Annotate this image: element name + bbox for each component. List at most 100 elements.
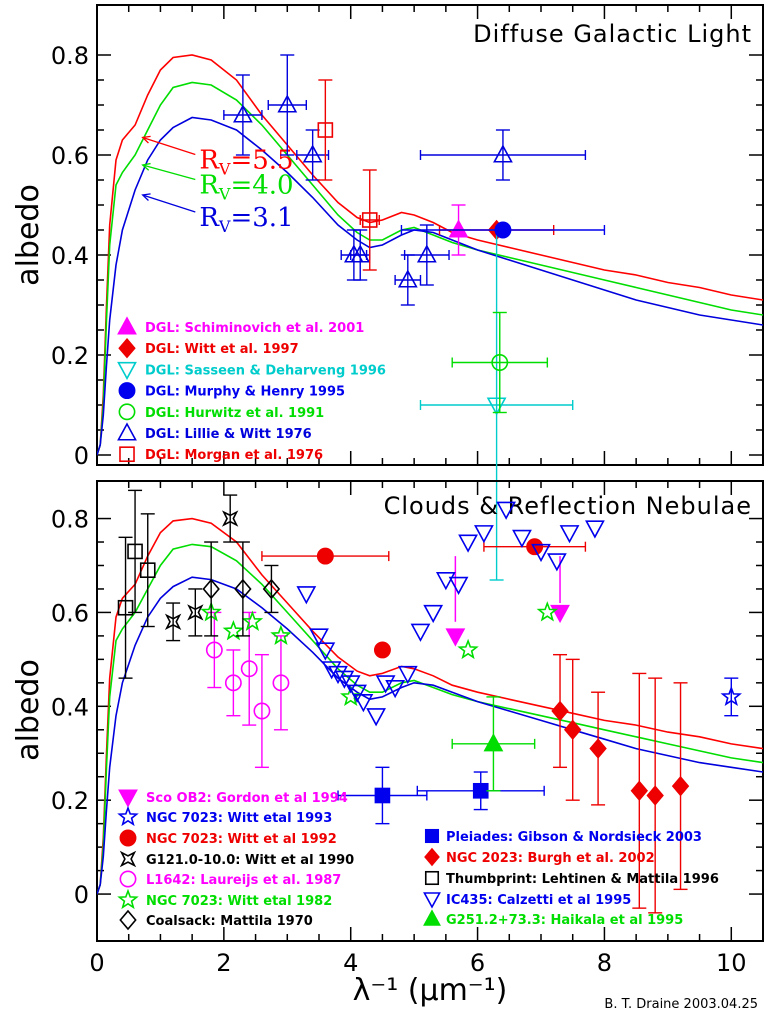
data-point [671,775,690,797]
legend-entry: NGC 7023: Witt etal 1982 [146,894,332,909]
data-point [483,733,504,752]
data-point [551,700,569,722]
data-point [309,628,329,647]
legend-entry: Sco OB2: Gordon et al 1994 [146,791,348,806]
data-point [253,702,271,720]
data-point [224,674,242,692]
y-tick-label: 0.2 [51,342,89,370]
x-tick-label: 10 [716,949,747,977]
x-axis-label: λ⁻¹ (μm⁻¹) [353,973,508,1008]
panel-clouds-reflection-nebulae: 0 0.2 0.4 0.6 0.8 0 2 4 6 8 10 albedo Clouds & Ref… [11,480,764,977]
legend-marker [119,446,135,463]
legend-marker [118,382,136,400]
legend-marker [424,847,440,867]
data-point [536,601,559,622]
legend-marker [117,422,137,441]
data-point [385,679,406,699]
data-point [423,604,444,624]
model-curve-40 [97,81,763,456]
data-point [491,354,509,371]
legend-entry: DGL: Morgan et al. 1976 [145,448,323,463]
data-point [374,787,391,804]
x-tick-label: 4 [343,949,358,977]
model-curve-55 [97,54,763,456]
data-point [353,694,374,713]
data-point [564,719,582,741]
series-dgl [451,311,549,414]
data-point [202,578,220,600]
y-tick-label: 0.2 [51,787,89,815]
data-point [474,525,494,544]
data-point [164,613,182,630]
data-point [139,562,156,579]
legend-entry: G121.0-10.0: Witt et al 1990 [146,853,354,868]
data-point [221,510,239,527]
y-tick-label: 0.6 [51,142,89,170]
data-point [546,553,567,572]
legend-marker [117,805,139,827]
data-point [340,685,362,707]
series-pleiades [337,766,545,825]
legend-entry: Coalsack: Mattila 1970 [146,914,313,929]
legend-marker [423,909,441,926]
data-point [302,144,323,163]
rv-arrow-head [141,193,151,201]
series-ic435 [296,501,605,727]
legend-entry: DGL: Sasseen & Deharveng 1996 [145,363,386,378]
legend-entry: NGC 2023: Burgh et al. 2002 [446,851,655,866]
rv-arrow-line [142,194,196,213]
data-point [277,94,298,113]
rv-label: RV=3.1 [199,203,293,236]
y-axis-label: albedo [11,659,46,761]
model-curve-55 [97,517,763,895]
data-point [321,661,342,680]
legend-marker [117,361,137,381]
data-point [240,660,258,678]
panel-diffuse-galactic-light: 0 0.2 0.4 0.6 0.8 albedo Diffuse Galactic Li… [11,4,764,581]
data-point [472,782,489,799]
rv-arrow-line [142,164,196,181]
data-point [410,623,431,642]
data-point [494,221,512,239]
data-point [361,212,378,228]
data-point [340,675,361,694]
legend-entry: DGL: Witt et al. 1997 [145,342,299,357]
legend-marker [119,829,137,847]
legend-entry: G251.2+73.3: Haikala et al 1995 [446,913,683,928]
data-point [646,785,664,806]
rv-arrow-head [141,162,151,171]
series-dgl [317,79,380,271]
data-point [366,708,386,727]
legend-marker [424,828,440,844]
data-point [486,397,507,416]
legend-marker [117,888,139,910]
y-tick-label: 0.6 [51,599,89,627]
data-point [526,538,544,556]
series-coalsack [202,541,281,637]
y-tick-label: 0 [74,442,89,470]
data-point [317,122,334,138]
legend-marker [118,789,138,808]
legend-entry: L1642: Laureijs et al. 1987 [146,873,341,888]
panel-title: Clouds & Reflection Nebulae [384,492,752,520]
data-point [262,578,281,600]
data-point [222,619,245,641]
panel-frame [96,4,764,466]
legend-entry: DGL: Murphy & Henry 1995 [145,385,345,400]
data-point [316,547,334,565]
data-point [397,665,418,685]
series-l1642 [205,611,290,769]
data-point [234,578,252,600]
data-point [347,684,367,703]
data-point [375,675,396,694]
legend-entry: NGC 7023: Witt et al 1992 [146,832,337,847]
data-point [328,665,348,685]
y-tick-label: 0 [74,881,89,909]
data-point [720,685,742,707]
data-point [493,144,513,163]
panel-frame [96,480,764,942]
series-g121-0-10-0 [164,494,239,642]
data-point [448,576,469,595]
y-tick-label: 0.4 [51,693,89,721]
rv-arrow-line [142,136,196,156]
